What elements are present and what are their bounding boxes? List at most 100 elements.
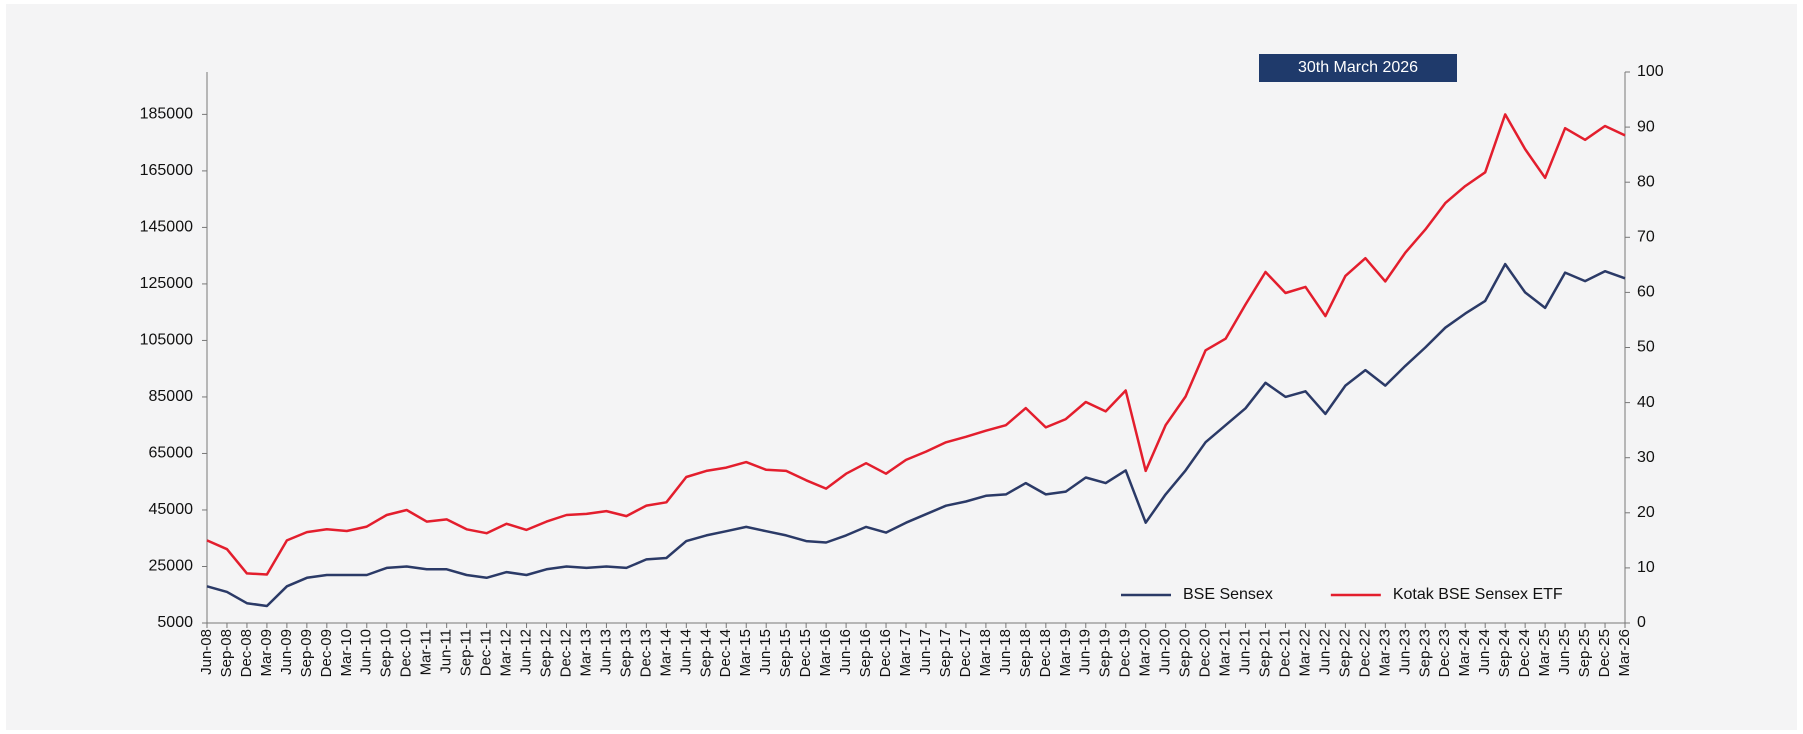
x-tick-label: Dec-23 (1436, 629, 1453, 677)
x-tick-label: Sep-11 (458, 629, 475, 676)
x-tick-label: Dec-22 (1356, 629, 1373, 677)
y-tick-label: 25000 (149, 558, 194, 575)
legend-label: BSE Sensex (1183, 586, 1273, 603)
x-tick-label: Dec-16 (877, 629, 894, 677)
x-tick-label: Dec-24 (1516, 629, 1533, 677)
x-tick-label: Dec-08 (238, 629, 255, 677)
x-tick-label: Sep-15 (777, 629, 794, 677)
x-tick-label: Sep-21 (1256, 629, 1273, 677)
y2-tick-label: 80 (1637, 173, 1655, 190)
x-tick-label: Jun-15 (757, 629, 774, 675)
x-tick-label: Dec-21 (1276, 629, 1293, 677)
y-tick-label: 85000 (149, 388, 194, 405)
x-tick-label: Sep-22 (1336, 629, 1353, 677)
y2-tick-label: 100 (1637, 63, 1664, 80)
x-tick-label: Jun-16 (837, 629, 854, 675)
x-tick-label: Dec-12 (557, 629, 574, 677)
y2-tick-label: 10 (1637, 559, 1655, 576)
x-tick-label: Sep-19 (1097, 629, 1114, 677)
x-tick-label: Mar-14 (657, 629, 674, 677)
x-tick-label: Sep-20 (1177, 629, 1194, 677)
x-tick-label: Jun-23 (1396, 629, 1413, 675)
y2-tick-label: 70 (1637, 229, 1655, 246)
x-tick-label: Jun-25 (1556, 629, 1573, 675)
y2-tick-label: 0 (1637, 614, 1646, 631)
x-tick-label: Sep-09 (298, 629, 315, 677)
legend-label: Kotak BSE Sensex ETF (1393, 586, 1563, 603)
x-tick-label: Dec-25 (1596, 629, 1613, 677)
x-tick-label: Jun-14 (677, 629, 694, 675)
x-tick-label: Mar-25 (1536, 629, 1553, 677)
y-tick-label: 105000 (140, 332, 193, 349)
x-tick-label: Mar-23 (1376, 629, 1393, 677)
x-tick-label: Jun-13 (597, 629, 614, 675)
x-tick-label: Dec-17 (957, 629, 974, 677)
x-tick-label: Sep-18 (1017, 629, 1034, 677)
x-tick-label: Dec-10 (398, 629, 415, 677)
y2-tick-label: 40 (1637, 394, 1655, 411)
x-tick-label: Sep-10 (378, 629, 395, 677)
x-tick-label: Mar-24 (1456, 629, 1473, 677)
y-tick-label: 185000 (140, 106, 193, 123)
x-tick-label: Jun-24 (1476, 629, 1493, 675)
x-tick-label: Jun-10 (358, 629, 375, 675)
x-tick-label: Mar-26 (1616, 629, 1633, 677)
x-tick-label: Mar-09 (258, 629, 275, 677)
x-tick-label: Sep-14 (697, 629, 714, 677)
x-tick-label: Dec-15 (797, 629, 814, 677)
y-tick-label: 45000 (149, 501, 194, 518)
x-tick-label: Mar-18 (977, 629, 994, 677)
y2-tick-label: 50 (1637, 339, 1655, 356)
y-tick-label: 5000 (157, 614, 193, 631)
x-tick-label: Jun-08 (198, 629, 215, 675)
y-tick-label: 145000 (140, 219, 193, 236)
x-tick-label: Jun-18 (997, 629, 1014, 675)
x-tick-label: Jun-21 (1237, 629, 1254, 675)
x-tick-label: Dec-09 (318, 629, 335, 677)
annotation-box (1259, 54, 1457, 82)
y2-tick-label: 60 (1637, 284, 1655, 301)
x-tick-label: Sep-16 (857, 629, 874, 677)
annotation: 30th March 2026 (1298, 59, 1418, 76)
series-line (206, 113, 1626, 576)
x-tick-label: Jun-09 (278, 629, 295, 675)
x-tick-label: Dec-11 (478, 629, 495, 676)
y-tick-label: 65000 (149, 445, 194, 462)
x-tick-label: Sep-24 (1496, 629, 1513, 677)
x-tick-label: Mar-16 (817, 629, 834, 677)
x-tick-label: Mar-17 (897, 629, 914, 677)
x-tick-label: Sep-13 (617, 629, 634, 677)
y2-tick-label: 90 (1637, 118, 1655, 135)
x-tick-label: Jun-20 (1157, 629, 1174, 675)
x-tick-label: Mar-15 (737, 629, 754, 677)
x-tick-label: Sep-12 (537, 629, 554, 677)
x-tick-label: Mar-12 (498, 629, 515, 677)
y-tick-label: 125000 (140, 275, 193, 292)
x-tick-label: Sep-25 (1576, 629, 1593, 677)
x-tick-label: Dec-20 (1197, 629, 1214, 677)
y2-tick-label: 20 (1637, 504, 1655, 521)
x-tick-label: Jun-12 (518, 629, 535, 675)
x-tick-label: Mar-19 (1057, 629, 1074, 677)
x-tick-label: Jun-17 (917, 629, 934, 675)
x-tick-label: Mar-20 (1137, 629, 1154, 677)
x-tick-label: Sep-23 (1416, 629, 1433, 677)
x-tick-label: Dec-13 (637, 629, 654, 677)
x-tick-label: Mar-22 (1296, 629, 1313, 677)
y2-tick-label: 30 (1637, 449, 1655, 466)
x-tick-label: Sep-08 (218, 629, 235, 677)
chart-background (6, 4, 1797, 730)
x-tick-label: Sep-17 (937, 629, 954, 677)
x-tick-label: Jun-22 (1316, 629, 1333, 675)
x-tick-label: Dec-18 (1037, 629, 1054, 677)
x-tick-label: Mar-13 (577, 629, 594, 677)
x-tick-label: Dec-14 (717, 629, 734, 677)
x-tick-label: Jun-19 (1077, 629, 1094, 675)
x-tick-label: Dec-19 (1117, 629, 1134, 677)
y-tick-label: 165000 (140, 162, 193, 179)
x-tick-label: Mar-11 (418, 629, 435, 675)
x-tick-label: Mar-21 (1217, 629, 1234, 677)
x-tick-label: Jun-11 (438, 629, 455, 674)
